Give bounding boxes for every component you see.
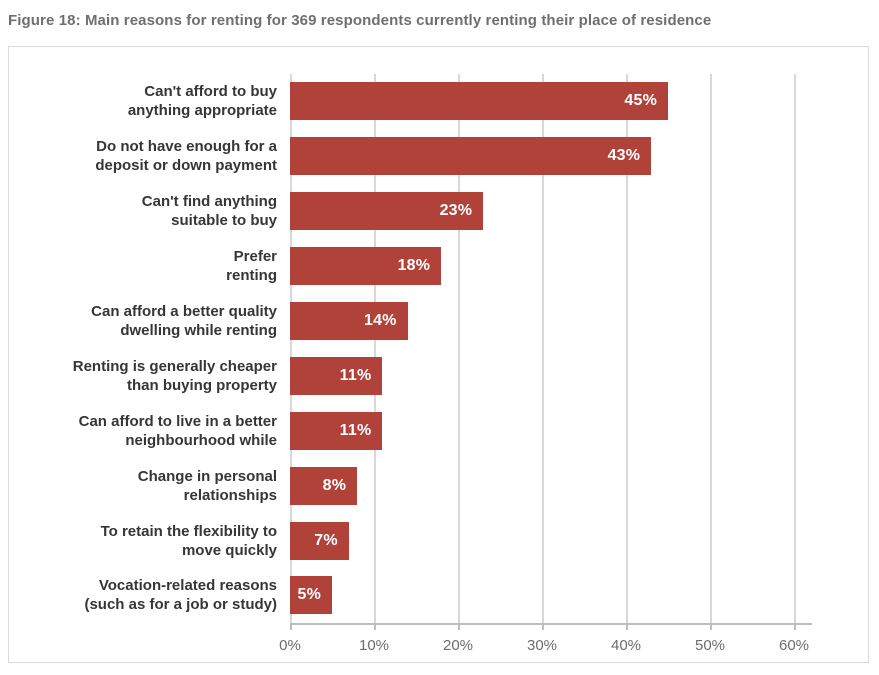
value-label: 8% — [322, 476, 347, 494]
chart-row: Can't afford to buy anything appropriate… — [21, 74, 812, 129]
category-label: Vocation-related reasons (such as for a … — [21, 576, 277, 614]
category-label-line1: Change in personal — [137, 467, 277, 485]
category-label-line2: suitable to buy — [171, 212, 277, 230]
axis-tick-label: 50% — [694, 637, 726, 654]
chart-row: To retain the flexibility to move quickl… — [21, 513, 812, 568]
bar-track: 7% — [290, 521, 812, 560]
category-label-line2: than buying property — [127, 376, 277, 394]
value-label: 23% — [439, 202, 473, 220]
bar: 18% — [290, 247, 442, 286]
bar: 8% — [290, 466, 358, 505]
category-label-line1: Can afford to live in a better — [78, 412, 277, 430]
bar-track: 23% — [290, 192, 812, 231]
category-label-line1: To retain the flexibility to — [100, 522, 277, 540]
chart-row: Prefer renting 18% — [21, 239, 812, 294]
category-label-line1: Do not have enough for a — [96, 138, 277, 156]
gridline — [374, 74, 376, 623]
category-label-line2: dwelling while renting — [120, 322, 277, 339]
category-label-line2: renting — [226, 267, 277, 285]
axis-tick — [458, 623, 460, 630]
category-label: To retain the flexibility to move quickl… — [21, 522, 277, 560]
axis-tick — [710, 623, 712, 630]
category-label: Can afford a better quality dwelling whi… — [21, 302, 277, 340]
gridline — [794, 74, 796, 623]
category-label-line1: Renting is generally cheaper — [72, 357, 277, 375]
bar-track: 14% — [290, 302, 812, 340]
category-label-line2: deposit or down payment — [95, 157, 277, 175]
chart-row: Do not have enough for a deposit or down… — [21, 129, 812, 184]
bar-track: 11% — [290, 411, 812, 450]
chart-row: Can afford to live in a better neighbour… — [21, 403, 812, 458]
chart-row: Can't find anything suitable to buy 23% — [21, 184, 812, 239]
category-label-line2: relationships — [183, 486, 277, 504]
category-label: Prefer renting — [21, 247, 277, 285]
category-label-line1: Vocation-related reasons — [98, 577, 277, 595]
bar-track: 43% — [290, 137, 812, 176]
value-label: 43% — [607, 147, 641, 165]
bar-track: 5% — [290, 576, 812, 615]
bar-track: 18% — [290, 247, 812, 286]
gridline — [710, 74, 712, 623]
bar: 7% — [290, 521, 349, 560]
category-label: Renting is generally cheaper than buying… — [21, 357, 277, 395]
category-label: Do not have enough for a deposit or down… — [21, 137, 277, 175]
category-label-line2: move quickly — [181, 541, 277, 559]
axis-tick-label: 0% — [279, 637, 301, 654]
axis-tick — [290, 623, 292, 630]
value-label: 5% — [297, 586, 321, 604]
bar-track: 45% — [290, 82, 812, 121]
bar: 43% — [290, 137, 652, 176]
category-label: Change in personal relationships — [21, 467, 277, 505]
bar: 14% — [290, 302, 408, 340]
figure-title: Figure 18: Main reasons for renting for … — [8, 12, 712, 29]
category-label: Can't afford to buy anything appropriate — [21, 82, 277, 120]
value-label: 18% — [397, 257, 431, 275]
value-label: 11% — [339, 421, 372, 439]
axis-tick-label: 40% — [610, 637, 642, 654]
value-label: 45% — [624, 92, 657, 110]
gridline — [626, 74, 628, 623]
value-label: 7% — [314, 531, 338, 549]
bar: 45% — [290, 82, 668, 121]
axis-tick-label: 10% — [358, 637, 390, 654]
category-label-line1: Can't afford to buy — [144, 83, 277, 101]
category-label-line2: anything appropriate — [127, 102, 277, 120]
chart-row: Change in personal relationships 8% — [21, 458, 812, 513]
axis-tick-label: 30% — [526, 637, 558, 654]
category-label-line2: (such as for a job or study) — [84, 596, 277, 614]
bar-rows: Can't afford to buy anything appropriate… — [21, 74, 812, 623]
chart-box: 0% 10% 20% 30% 40% 50% 60% Can't afford to buy… — [8, 46, 869, 663]
bar: 11% — [290, 356, 383, 395]
axis-tick-label: 60% — [778, 637, 810, 654]
bar: 5% — [290, 576, 332, 615]
x-axis-line — [290, 623, 812, 625]
plot-region: 0% 10% 20% 30% 40% 50% 60% — [279, 74, 812, 654]
axis-tick-label: 20% — [442, 637, 474, 654]
category-label-line2: neighbourhood while — [125, 431, 277, 449]
axis-tick — [626, 623, 628, 630]
bar: 23% — [290, 192, 484, 231]
gridline — [290, 74, 292, 623]
axis-tick — [374, 623, 376, 630]
category-label-line1: Can afford a better quality — [91, 303, 277, 320]
chart-row: Renting is generally cheaper than buying… — [21, 348, 812, 403]
bar-track: 11% — [290, 356, 812, 395]
chart-row: Can afford a better quality dwelling whi… — [21, 294, 812, 349]
bar-track: 8% — [290, 466, 812, 505]
axis-tick — [794, 623, 796, 630]
gridline — [542, 74, 544, 623]
axis-tick — [542, 623, 544, 630]
value-label: 11% — [339, 366, 372, 384]
category-label: Can afford to live in a better neighbour… — [21, 412, 277, 450]
category-label-line1: Prefer — [233, 248, 277, 266]
chart-row: Vocation-related reasons (such as for a … — [21, 568, 812, 623]
category-label-line1: Can't find anything — [141, 193, 277, 211]
value-label: 14% — [363, 312, 397, 329]
category-label: Can't find anything suitable to buy — [21, 192, 277, 230]
bar: 11% — [290, 411, 383, 450]
gridline — [458, 74, 460, 623]
